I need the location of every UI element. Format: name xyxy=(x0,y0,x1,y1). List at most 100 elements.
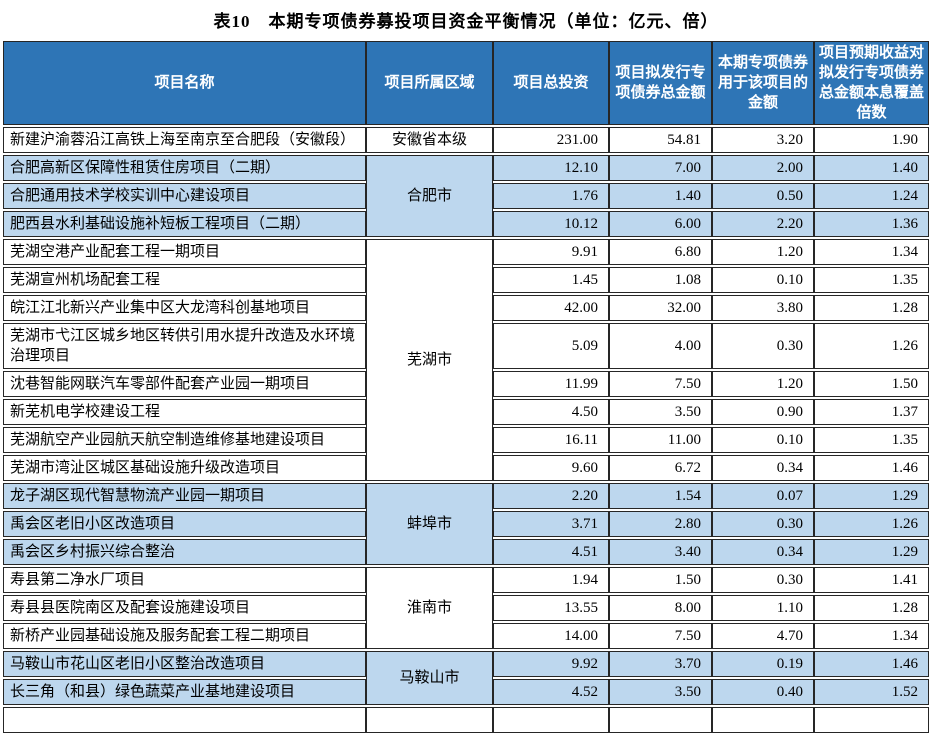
region-cell: 淮南市 xyxy=(366,567,493,649)
total-investment-cell: 4.51 xyxy=(493,539,609,565)
project-name-cell xyxy=(3,707,366,733)
coverage-ratio-cell: 1.50 xyxy=(814,371,929,397)
project-name-cell: 龙子湖区现代智慧物流产业园一期项目 xyxy=(3,483,366,509)
table-row: 长三角（和县）绿色蔬菜产业基地建设项目 4.52 3.50 0.40 1.52 xyxy=(3,679,929,705)
column-header-coverage-ratio: 项目预期收益对拟发行专项债券总金额本息覆盖倍数 xyxy=(814,41,929,125)
current-bond-amount-cell: 2.00 xyxy=(712,155,814,181)
table-row: 禹会区老旧小区改造项目 3.71 2.80 0.30 1.26 xyxy=(3,511,929,537)
table-row: 芜湖市弋江区城乡地区转供引用水提升改造及水环境治理项目 5.09 4.00 0.30 1… xyxy=(3,323,929,369)
current-bond-amount-cell: 3.80 xyxy=(712,295,814,321)
current-bond-amount-cell: 0.40 xyxy=(712,679,814,705)
total-investment-cell xyxy=(493,707,609,733)
coverage-ratio-cell: 1.34 xyxy=(814,623,929,649)
total-investment-cell: 12.10 xyxy=(493,155,609,181)
coverage-ratio-cell: 1.29 xyxy=(814,483,929,509)
bond-total-cell: 1.40 xyxy=(609,183,712,209)
table-row: 龙子湖区现代智慧物流产业园一期项目 蚌埠市 2.20 1.54 0.07 1.29 xyxy=(3,483,929,565)
project-name-cell: 皖江江北新兴产业集中区大龙湾科创基地项目 xyxy=(3,295,366,321)
total-investment-cell: 11.99 xyxy=(493,371,609,397)
total-investment-cell: 4.50 xyxy=(493,399,609,425)
current-bond-amount-cell: 0.34 xyxy=(712,539,814,565)
coverage-ratio-cell: 1.90 xyxy=(814,127,929,153)
region-cell: 蚌埠市 xyxy=(366,483,493,565)
total-investment-cell: 9.60 xyxy=(493,455,609,481)
bond-total-cell: 1.54 xyxy=(609,483,712,509)
total-investment-cell: 9.91 xyxy=(493,239,609,265)
total-investment-cell: 16.11 xyxy=(493,427,609,453)
total-investment-cell: 2.20 xyxy=(493,483,609,509)
project-name-cell: 沈巷智能网联汽车零部件配套产业园一期项目 xyxy=(3,371,366,397)
bond-total-cell: 7.00 xyxy=(609,155,712,181)
current-bond-amount-cell: 0.34 xyxy=(712,455,814,481)
bond-total-cell: 3.50 xyxy=(609,399,712,425)
current-bond-amount-cell: 0.30 xyxy=(712,567,814,593)
bond-total-cell: 8.00 xyxy=(609,595,712,621)
total-investment-cell: 1.45 xyxy=(493,267,609,293)
project-name-cell: 新桥产业园基础设施及服务配套工程二期项目 xyxy=(3,623,366,649)
project-name-cell: 芜湖宣州机场配套工程 xyxy=(3,267,366,293)
coverage-ratio-cell: 1.52 xyxy=(814,679,929,705)
table-row: 新芜机电学校建设工程 4.50 3.50 0.90 1.37 xyxy=(3,399,929,425)
table-row: 芜湖宣州机场配套工程 1.45 1.08 0.10 1.35 xyxy=(3,267,929,293)
project-name-cell: 新芜机电学校建设工程 xyxy=(3,399,366,425)
project-name-cell: 芜湖航空产业园航天航空制造维修基地建设项目 xyxy=(3,427,366,453)
total-investment-cell: 231.00 xyxy=(493,127,609,153)
project-name-cell: 长三角（和县）绿色蔬菜产业基地建设项目 xyxy=(3,679,366,705)
bond-projects-table: 项目名称 项目所属区域 项目总投资 项目拟发行专项债券总金额 本期专项债券用于该… xyxy=(3,39,929,735)
current-bond-amount-cell: 3.20 xyxy=(712,127,814,153)
table-row: 芜湖航空产业园航天航空制造维修基地建设项目 16.11 11.00 0.10 1.35 xyxy=(3,427,929,453)
bond-total-cell: 7.50 xyxy=(609,371,712,397)
current-bond-amount-cell: 1.20 xyxy=(712,371,814,397)
total-investment-cell: 5.09 xyxy=(493,323,609,369)
current-bond-amount-cell: 0.30 xyxy=(712,323,814,369)
project-name-cell: 合肥高新区保障性租赁住房项目（二期） xyxy=(3,155,366,181)
total-investment-cell: 3.71 xyxy=(493,511,609,537)
current-bond-amount-cell: 0.30 xyxy=(712,511,814,537)
bond-total-cell: 1.50 xyxy=(609,567,712,593)
total-investment-cell: 1.94 xyxy=(493,567,609,593)
coverage-ratio-cell: 1.28 xyxy=(814,295,929,321)
coverage-ratio-cell: 1.41 xyxy=(814,567,929,593)
table-row: 合肥通用技术学校实训中心建设项目 1.76 1.40 0.50 1.24 xyxy=(3,183,929,209)
current-bond-amount-cell: 0.07 xyxy=(712,483,814,509)
bond-total-cell: 3.40 xyxy=(609,539,712,565)
total-investment-cell: 14.00 xyxy=(493,623,609,649)
region-cell: 合肥市 xyxy=(366,155,493,237)
coverage-ratio-cell xyxy=(814,707,929,733)
bond-total-cell: 1.08 xyxy=(609,267,712,293)
project-name-cell: 芜湖市湾沚区城区基础设施升级改造项目 xyxy=(3,455,366,481)
coverage-ratio-cell: 1.46 xyxy=(814,651,929,677)
total-investment-cell: 42.00 xyxy=(493,295,609,321)
region-cell: 芜湖市 xyxy=(366,239,493,481)
table-row: 寿县县医院南区及配套设施建设项目 13.55 8.00 1.10 1.28 xyxy=(3,595,929,621)
coverage-ratio-cell: 1.26 xyxy=(814,511,929,537)
bond-total-cell: 11.00 xyxy=(609,427,712,453)
column-header-project-name: 项目名称 xyxy=(3,41,366,125)
current-bond-amount-cell: 0.90 xyxy=(712,399,814,425)
coverage-ratio-cell: 1.29 xyxy=(814,539,929,565)
bond-total-cell: 6.72 xyxy=(609,455,712,481)
header-row: 项目名称 项目所属区域 项目总投资 项目拟发行专项债券总金额 本期专项债券用于该… xyxy=(3,41,929,125)
region-cell: 安徽省本级 xyxy=(366,127,493,153)
project-name-cell: 新建沪渝蓉沿江高铁上海至南京至合肥段（安徽段） xyxy=(3,127,366,153)
bond-total-cell: 54.81 xyxy=(609,127,712,153)
current-bond-amount-cell: 2.20 xyxy=(712,211,814,237)
project-name-cell: 寿县第二净水厂项目 xyxy=(3,567,366,593)
project-name-cell: 芜湖市弋江区城乡地区转供引用水提升改造及水环境治理项目 xyxy=(3,323,366,369)
table-row: 禹会区乡村振兴综合整治 4.51 3.40 0.34 1.29 xyxy=(3,539,929,565)
table-row: 沈巷智能网联汽车零部件配套产业园一期项目 11.99 7.50 1.20 1.50 xyxy=(3,371,929,397)
column-header-total-investment: 项目总投资 xyxy=(493,41,609,125)
total-investment-cell: 13.55 xyxy=(493,595,609,621)
current-bond-amount-cell: 1.20 xyxy=(712,239,814,265)
current-bond-amount-cell: 1.10 xyxy=(712,595,814,621)
bond-total-cell: 3.70 xyxy=(609,651,712,677)
current-bond-amount-cell xyxy=(712,707,814,733)
coverage-ratio-cell: 1.40 xyxy=(814,155,929,181)
bond-total-cell xyxy=(609,707,712,733)
column-header-current-amount: 本期专项债券用于该项目的金额 xyxy=(712,41,814,125)
bond-total-cell: 2.80 xyxy=(609,511,712,537)
current-bond-amount-cell: 0.50 xyxy=(712,183,814,209)
project-name-cell: 禹会区老旧小区改造项目 xyxy=(3,511,366,537)
bond-total-cell: 4.00 xyxy=(609,323,712,369)
